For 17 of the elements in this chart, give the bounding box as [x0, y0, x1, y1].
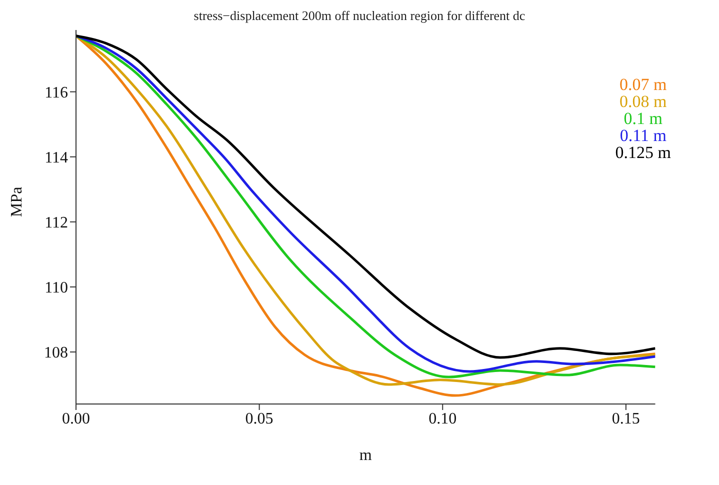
text: 0.07 m [618, 75, 668, 94]
text: 0.11 m [618, 126, 668, 145]
text: 0.1 m [622, 109, 664, 128]
x-tick-label: 0.15 [612, 410, 640, 428]
text: 0.125 m [615, 143, 671, 162]
text: 0.08 m [618, 92, 668, 111]
x-tick-label: 0.10 [428, 410, 457, 428]
y-tick-label: 112 [44, 214, 68, 232]
x-tick-label: 0.00 [62, 410, 90, 428]
y-tick-label: 110 [44, 280, 68, 297]
chart-title: stress−displacement 200m off nucleation region for different dc [192, 8, 526, 25]
y-tick-label: 108 [44, 344, 68, 362]
y-tick-label: 116 [44, 84, 68, 102]
x-axis-title: m [359, 447, 372, 464]
x-tick-label: 0.05 [245, 410, 274, 428]
y-axis-title: MPa [8, 186, 26, 217]
y-tick-label: 114 [44, 150, 68, 167]
